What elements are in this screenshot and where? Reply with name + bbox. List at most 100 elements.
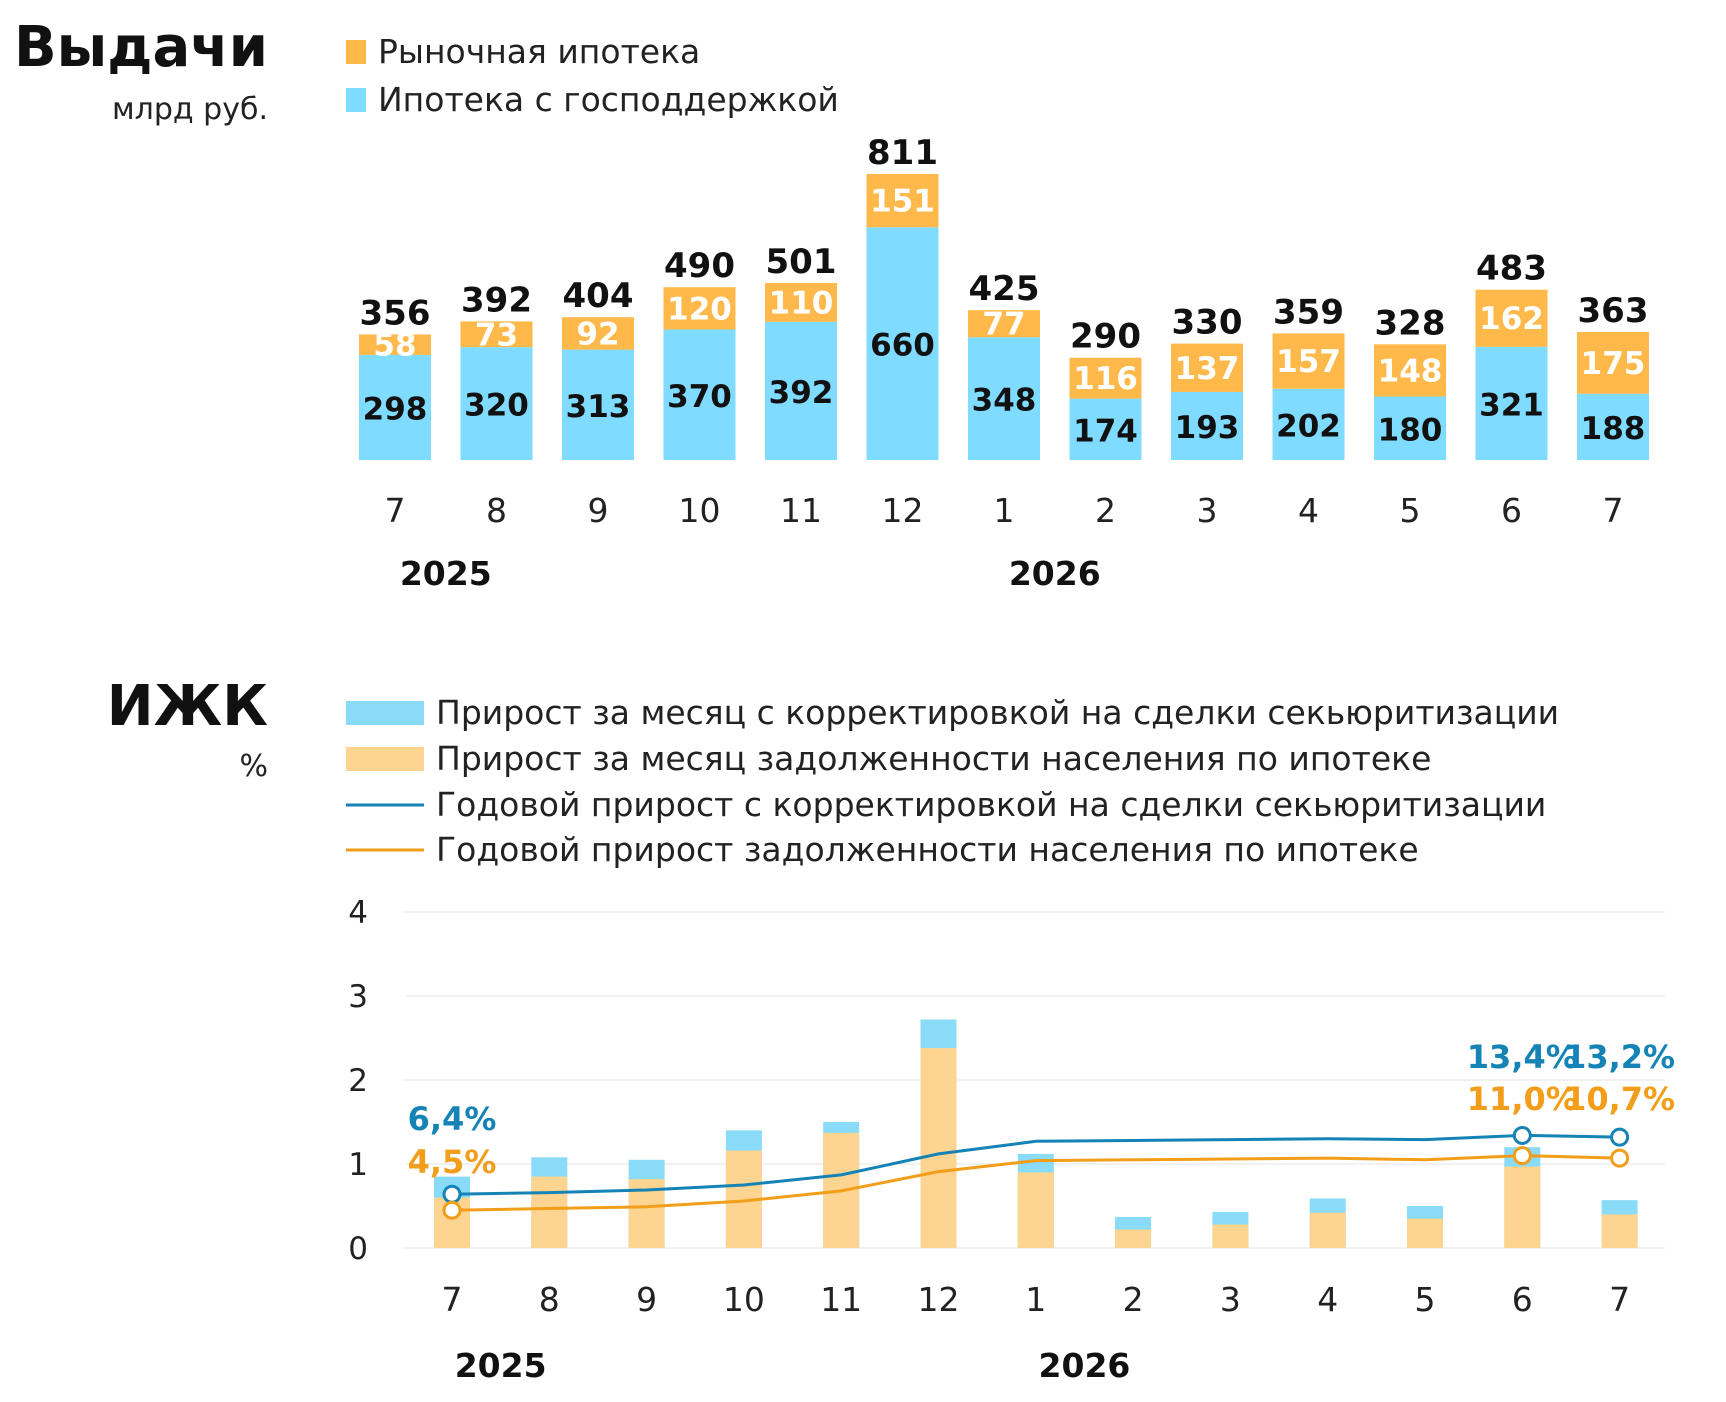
label-gov: 202 (1276, 408, 1341, 444)
bar-market (1272, 333, 1345, 389)
bar-gov (1272, 388, 1345, 460)
label-total: 328 (1375, 303, 1446, 343)
bar-market (359, 334, 431, 355)
bar-gov (1374, 396, 1446, 460)
y-tick-label: 4 (348, 895, 368, 931)
annotation-blue: 6,4% (408, 1100, 497, 1138)
y-tick-label: 0 (348, 1231, 368, 1267)
izhk-unit: % (239, 749, 268, 784)
label-market: 148 (1378, 353, 1443, 389)
label-gov: 180 (1378, 412, 1443, 448)
label-market: 151 (870, 184, 935, 220)
label-market: 73 (475, 317, 518, 353)
label-market: 58 (373, 328, 416, 364)
x-tick-label: 10 (679, 491, 721, 530)
annotation-blue: 13,4% (1467, 1038, 1578, 1076)
legend-swatch-gov (346, 88, 366, 112)
label-total: 330 (1172, 303, 1243, 343)
x-tick-label: 3 (1197, 491, 1218, 530)
legend-swatch-bar-corr (346, 701, 424, 725)
bar-monthly-debt (1407, 1218, 1443, 1248)
x-tick-label: 1 (1025, 1280, 1046, 1319)
x-tick-label: 9 (636, 1280, 657, 1319)
label-market: 77 (982, 307, 1025, 343)
issuance-bar-chart: 2985835673207339283139240493701204901039… (359, 133, 1649, 593)
x-tick-label: 4 (1317, 1280, 1338, 1319)
issuance-unit: млрд руб. (112, 92, 268, 127)
x-tick-label: 9 (588, 491, 609, 530)
line-annual-debt-marker (442, 1200, 462, 1220)
label-gov: 370 (667, 379, 732, 415)
bar-gov (1171, 391, 1243, 460)
bar-market (562, 317, 634, 350)
bar-gov (359, 354, 431, 460)
x-tick-label: 2 (1095, 491, 1116, 530)
year-label-2026: 2026 (1039, 1346, 1131, 1385)
label-total: 490 (664, 246, 735, 286)
bar-gov (562, 349, 634, 460)
x-tick-label: 12 (918, 1280, 960, 1319)
bar-market (663, 287, 736, 330)
legend-label-gov: Ипотека с господдержкой (378, 80, 839, 119)
x-tick-label: 7 (442, 1280, 463, 1319)
label-total: 290 (1070, 317, 1141, 357)
label-gov: 321 (1479, 387, 1544, 423)
bar-market (1374, 344, 1446, 397)
legend-label-line-corr: Годовой прирост с корректировкой на сдел… (436, 785, 1546, 824)
label-market: 162 (1479, 301, 1544, 337)
label-market: 110 (769, 285, 834, 321)
bar-gov (663, 329, 736, 460)
annotation-blue: 13,2% (1564, 1038, 1675, 1076)
bar-market (1069, 357, 1142, 399)
bar-market (968, 310, 1040, 338)
x-tick-label: 4 (1298, 491, 1319, 530)
y-tick-label: 2 (348, 1063, 368, 1099)
x-tick-label: 5 (1400, 491, 1421, 530)
x-tick-label: 7 (1609, 1280, 1630, 1319)
y-tick-label: 3 (348, 979, 368, 1015)
label-total: 425 (969, 269, 1040, 309)
annotation-orange: 11,0% (1467, 1080, 1578, 1118)
x-tick-label: 1 (994, 491, 1015, 530)
x-tick-label: 5 (1415, 1280, 1436, 1319)
legend-label-bar-debt: Прирост за месяц задолженности населения… (436, 739, 1431, 778)
label-market: 157 (1276, 344, 1341, 380)
x-tick-label: 6 (1512, 1280, 1533, 1319)
bar-gov (1069, 398, 1142, 460)
label-total: 356 (360, 293, 431, 333)
bar-monthly-debt (1115, 1229, 1152, 1248)
x-tick-label: 10 (723, 1280, 765, 1319)
x-tick-label: 8 (539, 1280, 560, 1319)
label-gov: 348 (972, 383, 1037, 419)
label-gov: 313 (566, 389, 631, 425)
label-market: 120 (667, 291, 732, 327)
issuance-title: Выдачи (14, 15, 268, 80)
legend-label-market: Рыночная ипотека (378, 32, 700, 71)
y-tick-label: 1 (348, 1147, 368, 1183)
label-total: 363 (1578, 291, 1649, 331)
legend-swatch-bar-debt (346, 747, 424, 771)
bar-monthly-debt (531, 1176, 568, 1248)
x-tick-label: 6 (1501, 491, 1522, 530)
bar-monthly-debt (920, 1048, 957, 1248)
annotation-orange: 4,5% (408, 1143, 497, 1181)
bar-monthly-debt (1601, 1214, 1638, 1248)
x-tick-label: 8 (486, 491, 507, 530)
label-gov: 392 (769, 375, 834, 411)
izhk-title: ИЖК (107, 674, 268, 739)
bar-market (460, 321, 533, 348)
bar-gov (765, 321, 837, 460)
label-market: 92 (576, 316, 619, 352)
x-tick-label: 12 (882, 491, 924, 530)
line-annual-corr-marker (1512, 1125, 1532, 1145)
legend-label-line-debt: Годовой прирост задолженности населения … (436, 830, 1419, 869)
bar-gov (1577, 393, 1649, 460)
label-total: 404 (563, 276, 634, 316)
label-gov: 660 (870, 328, 935, 364)
bar-gov (460, 347, 533, 460)
bar-market (1475, 289, 1548, 347)
label-market: 175 (1581, 346, 1646, 382)
